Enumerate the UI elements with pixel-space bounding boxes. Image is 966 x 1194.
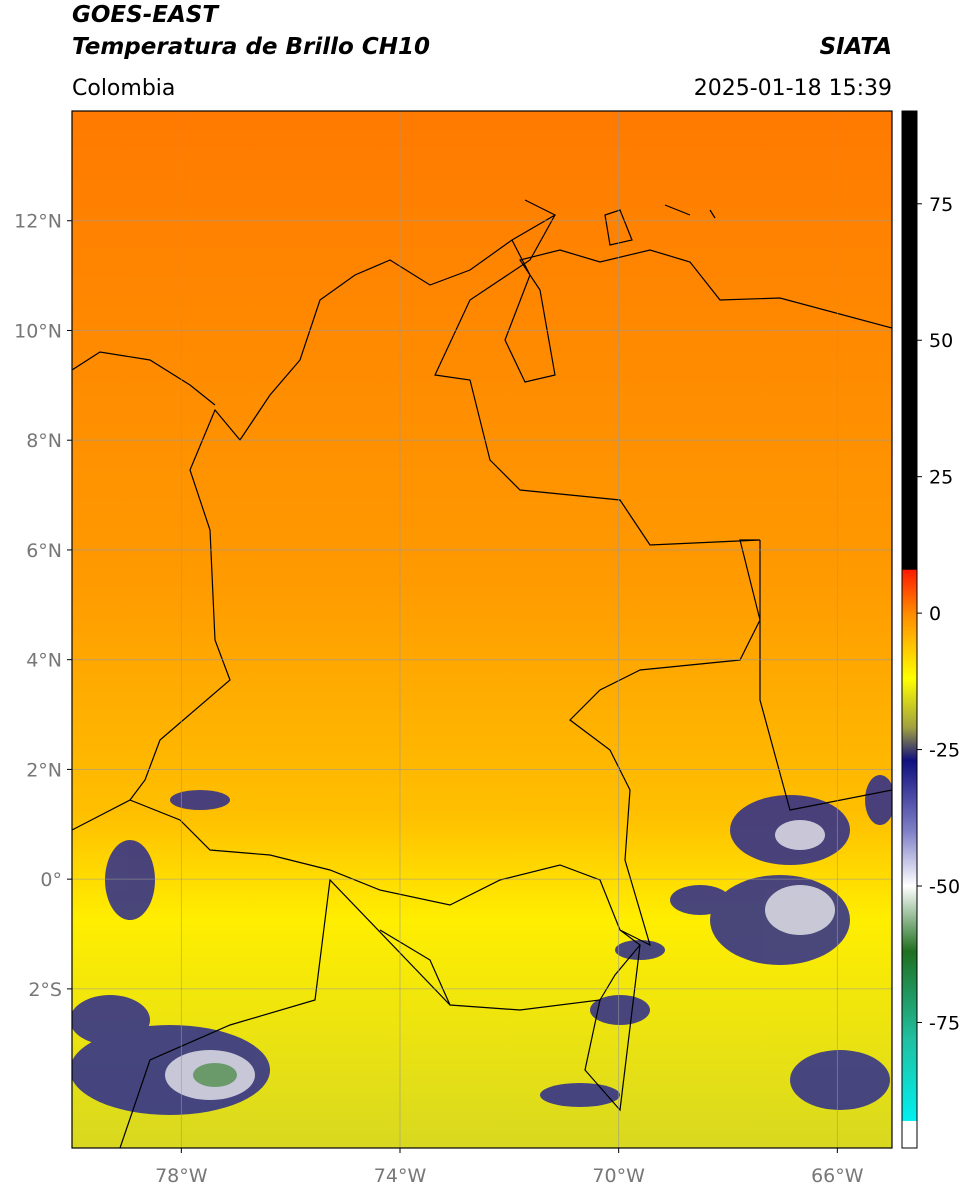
y-tick-label: 6°N <box>26 540 62 562</box>
y-tick-label: 2°S <box>28 979 62 1001</box>
y-tick-label: 8°N <box>26 430 62 452</box>
y-tick-label: 2°N <box>26 759 62 781</box>
colorbar-tick-label: 25 <box>929 467 953 489</box>
grid <box>72 111 892 1148</box>
x-tick-label: 70°W <box>592 1165 645 1187</box>
y-tick-label: 10°N <box>14 320 62 342</box>
colorbar <box>901 110 918 1149</box>
x-tick-label: 74°W <box>374 1165 427 1187</box>
colorbar-tick-label: 50 <box>929 330 953 352</box>
colorbar-tick-label: -25 <box>929 740 960 762</box>
map-area <box>72 111 892 1148</box>
cold-core <box>193 1063 237 1087</box>
y-tick-label: 0° <box>40 869 62 891</box>
x-tick-label: 78°W <box>155 1165 208 1187</box>
borders <box>72 199 892 1148</box>
y-tick-label: 4°N <box>26 650 62 672</box>
colorbar-tick-label: -75 <box>929 1012 960 1034</box>
title: GOES-EAST <box>72 2 220 28</box>
region: Colombia <box>72 76 175 101</box>
timestamp: 2025-01-18 15:39 <box>694 76 892 101</box>
subtitle: Temperatura de Brillo CH10 <box>72 34 430 60</box>
map-frame <box>71 110 893 1149</box>
colorbar-tick-label: 75 <box>929 194 953 216</box>
source: SIATA <box>820 34 892 60</box>
x-tick-label: 66°W <box>811 1165 864 1187</box>
colorbar-tick-label: 0 <box>929 603 941 625</box>
map-background <box>72 111 892 1148</box>
colorbar-tick-label: -50 <box>929 876 960 898</box>
y-tick-label: 12°N <box>14 211 62 233</box>
